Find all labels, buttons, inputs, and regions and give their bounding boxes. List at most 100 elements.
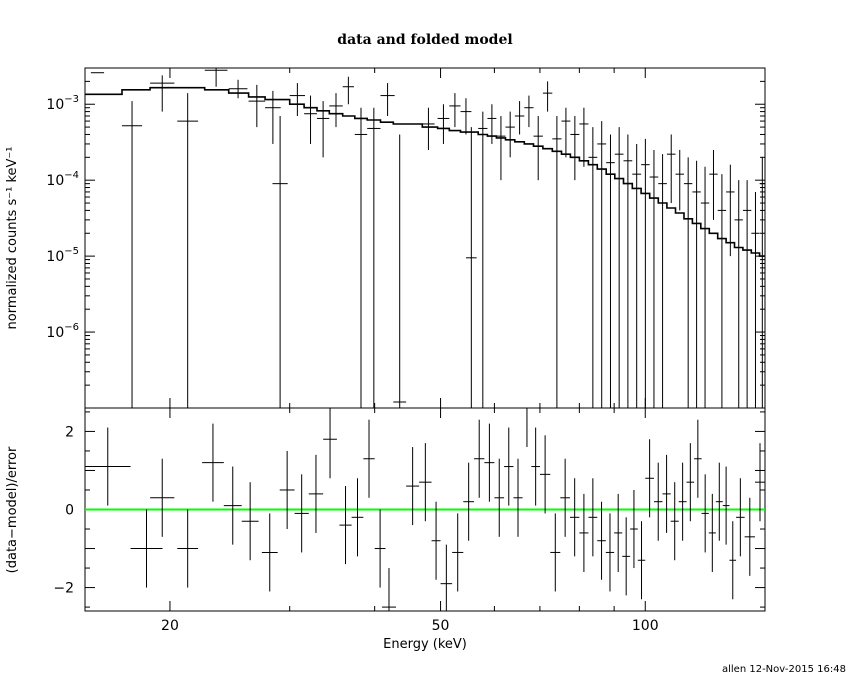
x-axis-title: Energy (keV) (383, 637, 467, 652)
residual-axis-ticks (85, 408, 765, 611)
residual-data-point (579, 493, 589, 572)
residual-data-point (85, 427, 131, 506)
spectrum-data-point (514, 101, 525, 135)
spectrum-data-point (533, 115, 543, 181)
residual-data-point (560, 458, 570, 537)
residual-data-point (463, 462, 475, 541)
spectrum-data-point (150, 75, 175, 112)
residual-data-point (294, 474, 309, 553)
residual-data-point (374, 509, 386, 588)
spectrum-data-point (700, 166, 710, 408)
residual-data-point (363, 419, 375, 498)
spectrum-data-point (478, 111, 488, 408)
x-tick-labels: 20 50 100 (161, 618, 659, 634)
spectrum-data-point (248, 84, 266, 128)
y-tick-label: 2 (65, 424, 74, 440)
residual-data-point (308, 454, 324, 533)
residual-data-point (419, 443, 432, 522)
spectrum-data-point (367, 107, 381, 408)
residual-data-point (569, 478, 580, 557)
spectrum-data-point (570, 115, 580, 181)
spectrum-data-point (272, 115, 288, 408)
spectrum-data-point (228, 79, 248, 99)
spectrum-data-point (579, 107, 589, 167)
spectrum-data-point (437, 104, 450, 144)
spectrum-data-point (675, 149, 684, 211)
spectrum-data-point (641, 138, 650, 408)
spectrum-data-point (726, 164, 735, 257)
folded-model-line (85, 86, 765, 257)
residual-data-point (494, 458, 505, 537)
residual-data-point (614, 493, 623, 572)
residual-data-point (653, 462, 663, 541)
x-tick-label: 100 (632, 618, 659, 634)
spectrum-data-point (606, 134, 615, 408)
spectrum-data-point (588, 127, 598, 408)
residual-y-axis-title: (data−model)/error (5, 446, 20, 573)
residual-data-points (85, 407, 765, 611)
y-tick-label: −2 (53, 581, 74, 597)
spectrum-data-point (449, 93, 461, 128)
spectrum-data-point (666, 134, 676, 204)
residual-data-point (694, 419, 702, 498)
spectrum-data-point (632, 143, 642, 408)
spectrum-data-point (614, 127, 624, 408)
spectrum-data-point (552, 115, 562, 408)
x-tick-label: 20 (161, 618, 179, 634)
residual-data-point (729, 521, 737, 600)
residual-data-point (678, 462, 687, 541)
spectrum-data-point (561, 107, 571, 158)
residual-data-point (351, 478, 364, 557)
spectrum-data-point (734, 180, 743, 408)
spectrum-data-point (759, 157, 765, 408)
residual-y-tick-labels: 2 0 −2 (53, 424, 74, 596)
residual-data-point (715, 462, 723, 541)
spectrum-data-point (304, 95, 317, 144)
residual-data-point (630, 489, 638, 569)
spectrum-y-axis-title: normalized counts s⁻¹ keV⁻¹ (5, 147, 20, 330)
y-tick-label: 0 (65, 503, 74, 519)
spectrum-data-point (623, 134, 633, 408)
spectrum-data-point (354, 107, 368, 408)
spectrum-data-point (683, 157, 693, 408)
residual-data-point (406, 447, 420, 526)
footer-timestamp: allen 12-Nov-2015 16:48 (722, 664, 846, 675)
residual-data-point (539, 435, 551, 514)
residual-data-point (744, 497, 755, 576)
residual-data-point (722, 466, 730, 545)
residual-data-point (323, 408, 337, 479)
residual-data-point (474, 419, 485, 498)
residual-data-point (522, 407, 532, 448)
spectrum-data-point (717, 174, 727, 408)
residual-data-point (670, 482, 679, 561)
spectrum-data-point (204, 68, 228, 87)
residual-data-point (150, 458, 175, 537)
residual-data-point (588, 478, 598, 557)
residual-data-point (241, 482, 259, 561)
spectrum-data-point (496, 115, 506, 181)
residual-data-point (708, 493, 716, 572)
residual-data-point (597, 501, 606, 580)
residual-data-point (202, 423, 224, 502)
x-tick-label: 50 (432, 618, 450, 634)
spectrum-data-point (692, 160, 701, 408)
residual-data-point (736, 478, 745, 557)
residual-data-point (605, 513, 615, 592)
residual-data-point (637, 521, 646, 600)
residual-data-point (513, 458, 523, 537)
y-tick-label: 10−6 (46, 322, 79, 341)
y-tick-label: 10−3 (46, 94, 79, 113)
residual-data-point (431, 501, 441, 580)
residual-data-point (645, 439, 654, 518)
spectrum-data-point (460, 98, 472, 135)
residual-data-point (452, 513, 464, 592)
spectrum-data-point (289, 83, 306, 116)
y-tick-label: 10−5 (46, 246, 79, 265)
spectrum-data-point (121, 101, 143, 408)
residual-data-point (339, 486, 352, 565)
residual-data-point (504, 427, 514, 506)
residual-data-point (550, 513, 561, 592)
chart-title: data and folded model (337, 32, 512, 48)
residual-data-point (531, 427, 540, 506)
